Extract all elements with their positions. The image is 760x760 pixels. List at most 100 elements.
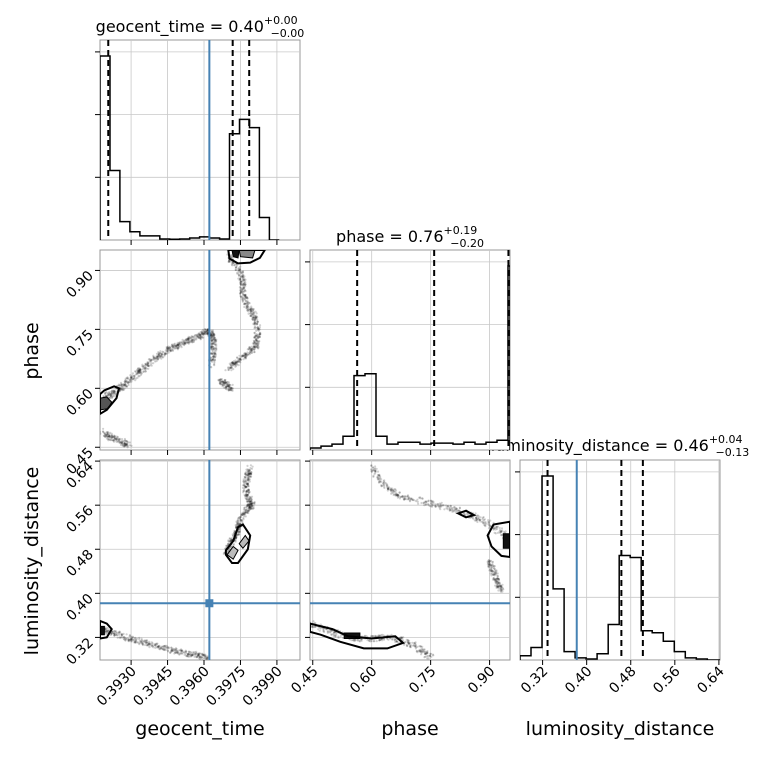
sample-point <box>146 639 149 642</box>
sample-point <box>400 637 403 640</box>
sample-point <box>210 333 213 336</box>
sample-point <box>250 473 253 476</box>
sample-point <box>253 340 256 343</box>
sample-point <box>227 385 230 388</box>
sample-point <box>387 638 390 641</box>
sample-point <box>487 521 490 524</box>
sample-point <box>419 496 422 499</box>
sample-point <box>203 331 206 334</box>
sample-point <box>130 380 133 383</box>
sample-point <box>151 643 154 646</box>
sample-point <box>183 341 186 344</box>
sample-point <box>434 505 437 508</box>
sample-point <box>112 390 115 393</box>
sample-point <box>374 471 377 474</box>
sample-point <box>391 487 394 490</box>
sample-point <box>248 505 251 509</box>
sample-point <box>104 432 107 435</box>
sample-point <box>197 335 200 338</box>
sample-point <box>170 650 173 653</box>
sample-point <box>110 390 113 393</box>
sample-point <box>188 339 191 342</box>
sample-point <box>250 307 253 310</box>
sample-point <box>254 310 257 313</box>
sample-point <box>243 506 246 509</box>
sample-point <box>240 295 243 299</box>
sample-point <box>375 640 378 643</box>
sample-point <box>227 260 230 263</box>
panel-frame <box>99 249 301 451</box>
sample-point <box>377 474 380 477</box>
sample-point <box>246 482 249 486</box>
sample-point <box>120 382 123 386</box>
sample-point <box>356 638 359 641</box>
title-value: 0.76 <box>408 227 444 246</box>
sample-point <box>244 511 247 514</box>
sample-point <box>256 316 259 319</box>
sample-point <box>150 364 153 367</box>
sample-point <box>117 632 120 635</box>
sample-point <box>450 508 453 511</box>
sample-point <box>255 334 258 337</box>
sample-point <box>108 393 111 396</box>
sample-point <box>493 569 497 572</box>
sample-point <box>197 654 200 657</box>
sample-point <box>146 364 150 368</box>
sample-point <box>252 317 255 320</box>
sample-point <box>488 562 491 565</box>
sample-point <box>409 646 412 649</box>
sample-point <box>111 436 114 439</box>
sample-point <box>155 645 158 648</box>
sample-point <box>113 390 116 393</box>
sample-point <box>223 379 226 382</box>
sample-point <box>489 568 492 571</box>
sample-point <box>471 516 474 519</box>
sample-point <box>122 383 126 387</box>
sample-point <box>254 342 257 346</box>
sample-point <box>243 475 247 478</box>
sample-point <box>225 383 229 386</box>
sample-point <box>171 343 174 346</box>
sample-point <box>211 332 215 335</box>
sample-point <box>249 349 252 352</box>
sample-point <box>121 636 124 639</box>
sample-point <box>248 503 251 507</box>
sample-point <box>235 364 238 367</box>
sample-point <box>218 380 221 383</box>
sample-point <box>165 348 168 351</box>
sample-point <box>138 368 141 372</box>
sample-point <box>334 634 337 637</box>
sample-point <box>113 389 116 392</box>
sample-point <box>256 346 259 350</box>
sample-point <box>230 387 233 390</box>
panel-frame <box>519 459 721 661</box>
sample-point <box>250 314 253 317</box>
sample-point <box>452 506 456 509</box>
sample-point <box>240 519 243 522</box>
sample-point <box>251 309 254 312</box>
sample-point <box>248 472 251 475</box>
sample-point <box>143 364 146 367</box>
sample-point <box>249 500 252 503</box>
sample-point <box>203 654 206 658</box>
sample-point <box>245 505 248 508</box>
sample-point <box>392 490 395 493</box>
sample-point <box>389 488 392 491</box>
sample-point <box>117 439 120 442</box>
sample-point <box>409 645 412 649</box>
sample-point <box>242 286 245 289</box>
sample-point <box>405 643 408 646</box>
sample-point <box>370 639 373 643</box>
sample-point <box>254 318 257 321</box>
sample-point <box>124 443 127 446</box>
sample-point <box>234 363 237 366</box>
sample-point <box>167 348 170 351</box>
sample-point <box>234 362 238 365</box>
sample-point <box>434 504 437 508</box>
sample-point <box>241 274 244 278</box>
sample-point <box>224 386 227 389</box>
sample-point <box>244 352 247 355</box>
sample-point <box>238 354 241 357</box>
panel-phase-vs-geocent_time: 0.450.600.750.90 <box>63 249 301 478</box>
